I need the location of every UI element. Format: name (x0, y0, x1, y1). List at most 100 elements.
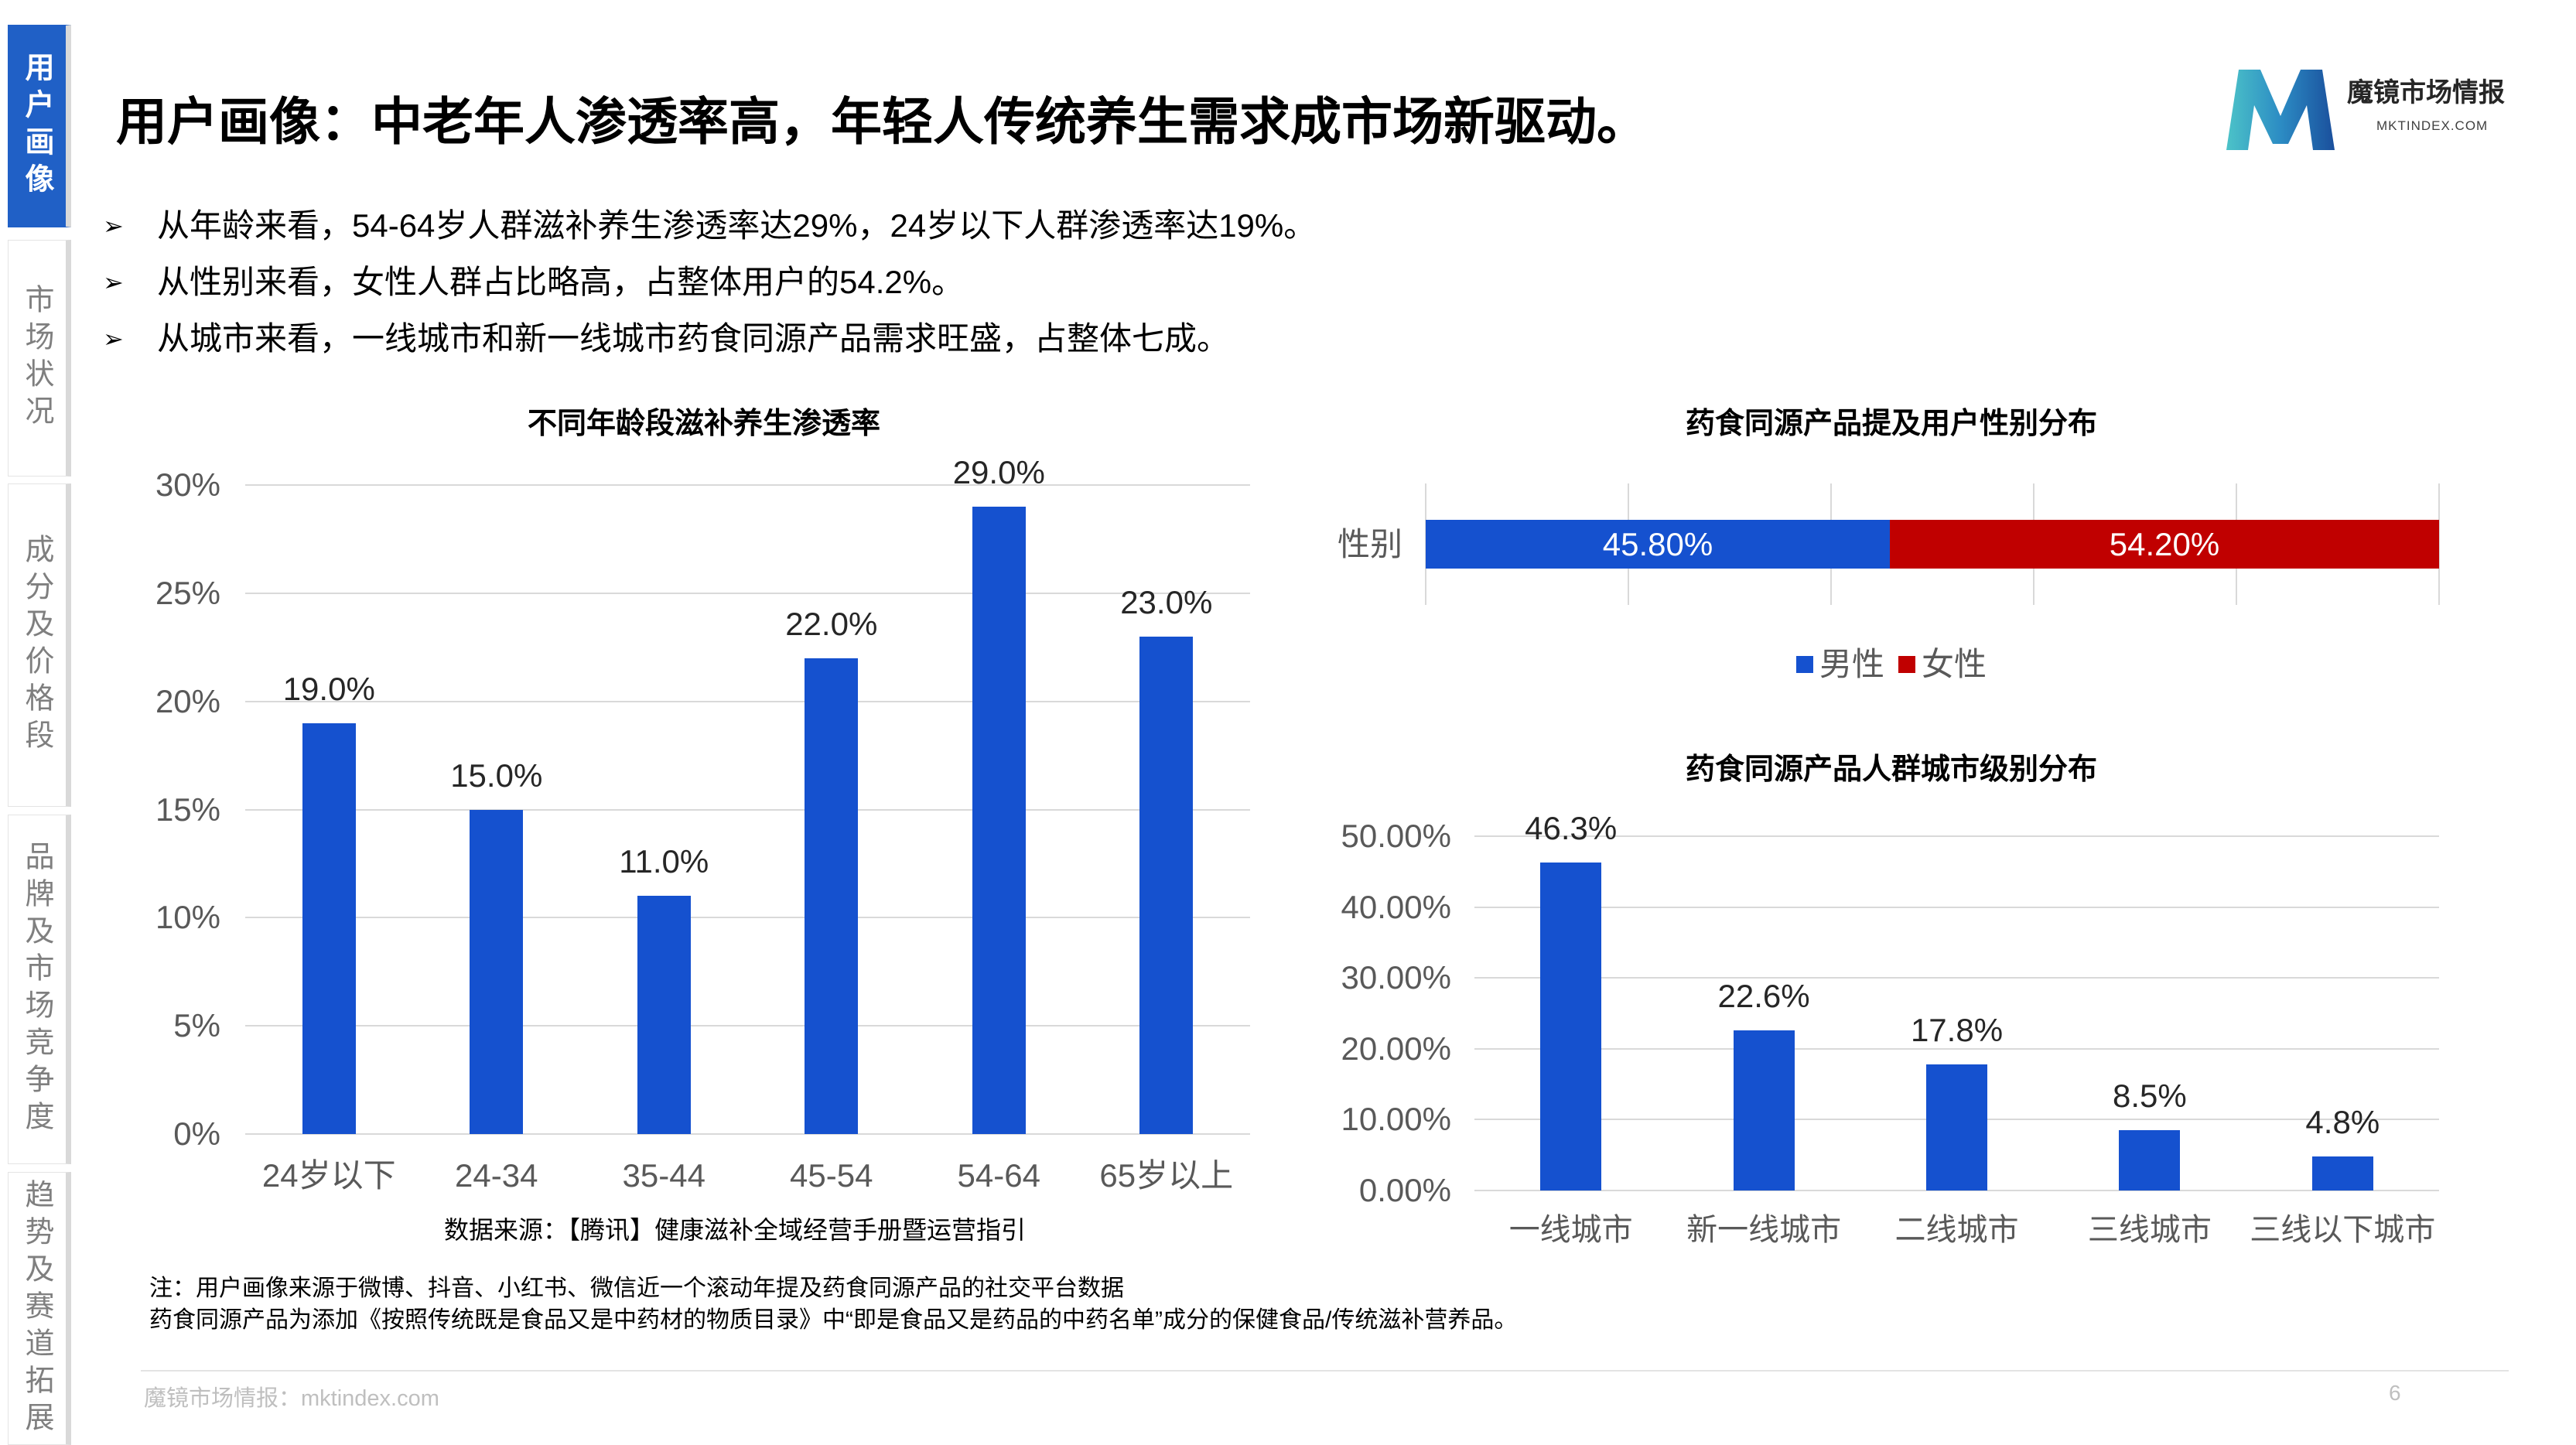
gridline (2438, 483, 2440, 605)
y-tick-label: 30.00% (1341, 959, 1451, 996)
bullet-arrow-icon: ➢ (103, 323, 124, 354)
data-label: 15.0% (450, 757, 543, 794)
y-tick-label: 10% (155, 899, 220, 936)
legend: 男性 女性 (1795, 645, 1987, 684)
y-tick-label: 50.00% (1341, 818, 1451, 854)
age-bar (805, 658, 859, 1134)
bullet-text: 从年龄来看，54-64岁人群滋补养生渗透率达29%，24岁以下人群渗透率达19%… (157, 207, 1317, 244)
sidebar-tab-ingredients-price[interactable]: 成分及价格段 (8, 483, 71, 807)
city-bar (1540, 862, 1602, 1191)
y-tick-label: 20.00% (1341, 1030, 1451, 1067)
x-tick-label: 24-34 (455, 1157, 538, 1194)
city-bar (2311, 1156, 2373, 1191)
stacked-bar-segment (1426, 520, 1890, 569)
key-findings-list: ➢ 从年龄来看，54-64岁人群滋补养生渗透率达29%，24岁以下人群渗透率达1… (103, 197, 1316, 367)
sidebar-tab-label: 用户画像 (20, 52, 54, 200)
x-tick-label: 65岁以上 (1099, 1157, 1234, 1194)
age-bar (972, 506, 1026, 1134)
bullet-item: ➢ 从年龄来看，54-64岁人群滋补养生渗透率达29%，24岁以下人群渗透率达1… (103, 197, 1316, 254)
city-tier-chart: 药食同源产品人群城市级别分布 0.00% 10.00% 20.00% 30.00% 40… (1315, 739, 2475, 1257)
city-bar (1733, 1030, 1795, 1191)
bullet-arrow-icon: ➢ (103, 267, 124, 297)
footer-divider (141, 1370, 2509, 1372)
footnotes: 注：用户画像来源于微博、抖音、小红书、微信近一个滚动年提及药食同源产品的社交平台… (149, 1272, 1517, 1336)
x-tick-label: 新一线城市 (1686, 1213, 1842, 1247)
data-label: 17.8% (1910, 1011, 2004, 1048)
chart-title: 不同年龄段滋补养生渗透率 (527, 408, 881, 440)
bullet-text: 从城市来看，一线城市和新一线城市药食同源产品需求旺盛，占整体七成。 (157, 319, 1230, 357)
footnote-line: 注：用户画像来源于微博、抖音、小红书、微信近一个滚动年提及药食同源产品的社交平台… (149, 1276, 1124, 1301)
gridline (245, 808, 1250, 811)
sidebar-tab-label: 成分及价格段 (20, 534, 54, 757)
y-tick-label: 15% (155, 791, 220, 828)
bullet-item: ➢ 从性别来看，女性人群占比略高，占整体用户的54.2%。 (103, 254, 1316, 310)
gender-distribution-chart: 药食同源产品提及用户性别分布 性别 45.80% 54.20% 男性 女性 (1315, 395, 2475, 696)
category-label: 性别 (1337, 525, 1402, 562)
data-label: 29.0% (952, 453, 1045, 490)
footer-source: 魔镜市场情报：mktindex.com (144, 1386, 439, 1411)
logo-name: 魔镜市场情报 (2347, 78, 2505, 108)
gridline (245, 1025, 1250, 1027)
sidebar-tab-trends-tracks[interactable]: 趋势及赛道拓展 (8, 1172, 71, 1445)
data-label: 23.0% (1120, 583, 1213, 620)
y-tick-label: 20% (155, 682, 220, 719)
city-bar (1926, 1064, 1987, 1191)
x-tick-label: 三线以下城市 (2250, 1213, 2436, 1247)
data-label: 8.5% (2113, 1078, 2187, 1115)
logo-m-icon (2226, 70, 2335, 150)
x-tick-label: 三线城市 (2087, 1213, 2212, 1247)
legend-swatch (1795, 656, 1813, 673)
sidebar-tab-label: 品牌及市场竞争度 (20, 841, 54, 1138)
y-tick-label: 0.00% (1358, 1172, 1451, 1208)
data-label: 22.6% (1717, 977, 1810, 1014)
gridline (1474, 1190, 2439, 1191)
legend-item: 女性 (1898, 645, 1987, 684)
data-label: 11.0% (619, 843, 709, 880)
chart-source: 数据来源：【腾讯】健康滋补全域经营手册暨运营指引 (443, 1216, 1027, 1244)
footnote-line: 药食同源产品为添加《按照传统既是食品又是中药材的物质目录》中“即是食品又是药品的… (149, 1307, 1518, 1333)
sidebar-tab-label: 市场状况 (20, 284, 54, 432)
legend-label: 男性 (1819, 646, 1884, 682)
y-tick-label: 30% (155, 466, 220, 503)
gridline (1474, 1047, 2439, 1050)
data-label: 54.20% (2109, 525, 2220, 562)
age-bar (1139, 636, 1194, 1134)
chart-title: 药食同源产品提及用户性别分布 (1685, 408, 2098, 440)
page-title: 用户画像：中老年人渗透率高，年轻人传统养生需求成市场新驱动。 (116, 93, 1648, 150)
data-label: 46.3% (1525, 809, 1618, 846)
x-tick-label: 35-44 (622, 1157, 705, 1194)
x-tick-label: 54-64 (957, 1157, 1040, 1194)
gridline (245, 917, 1250, 919)
data-label: 4.8% (2305, 1104, 2380, 1141)
gridline (1474, 906, 2439, 908)
sidebar-tab-label: 趋势及赛道拓展 (20, 1178, 54, 1439)
x-tick-label: 45-54 (790, 1157, 873, 1194)
y-tick-label: 25% (155, 574, 220, 611)
gridline (245, 592, 1250, 594)
age-bar (470, 809, 524, 1134)
bullet-arrow-icon: ➢ (103, 210, 124, 241)
stacked-bar-segment (1889, 520, 2439, 569)
legend-swatch (1898, 656, 1915, 673)
y-tick-label: 0% (173, 1115, 220, 1152)
chart-title: 药食同源产品人群城市级别分布 (1685, 753, 2098, 786)
data-label: 45.80% (1602, 525, 1713, 562)
age-penetration-chart: 不同年龄段滋补养生渗透率 数据来源：【腾讯】健康滋补全域经营手册暨运营指引 0%… (132, 395, 1276, 1253)
gridline (245, 1133, 1250, 1135)
x-tick-label: 二线城市 (1894, 1213, 2019, 1247)
y-tick-label: 40.00% (1341, 888, 1451, 925)
y-tick-label: 10.00% (1341, 1101, 1451, 1138)
gridline (1474, 835, 2439, 837)
city-bar (2119, 1130, 2181, 1191)
bullet-text: 从性别来看，女性人群占比略高，占整体用户的54.2%。 (157, 263, 965, 300)
sidebar-tab-user-profile[interactable]: 用户画像 (8, 25, 71, 227)
y-tick-label: 5% (173, 1007, 220, 1044)
sidebar-tab-market-status[interactable]: 市场状况 (8, 240, 71, 477)
gridline (1474, 977, 2439, 979)
logo-domain: MKTINDEX.COM (2376, 118, 2489, 133)
bullet-item: ➢ 从城市来看，一线城市和新一线城市药食同源产品需求旺盛，占整体七成。 (103, 310, 1316, 367)
gridline (245, 700, 1250, 702)
sidebar-tab-brand-competition[interactable]: 品牌及市场竞争度 (8, 815, 71, 1164)
gridline (245, 484, 1250, 486)
legend-label: 女性 (1922, 646, 1987, 682)
